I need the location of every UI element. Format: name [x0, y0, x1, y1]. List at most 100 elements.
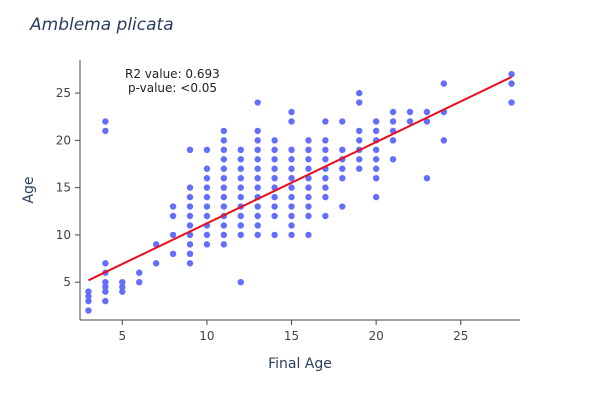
x-tick-label: 10: [199, 329, 214, 343]
data-point: [102, 127, 109, 135]
data-point: [305, 165, 312, 172]
data-point: [186, 193, 194, 201]
p-value-annotation: p-value: <0.05: [128, 81, 217, 95]
data-point: [254, 137, 261, 144]
data-point: [406, 118, 414, 125]
data-point: [254, 184, 261, 191]
data-point: [305, 184, 312, 191]
data-point: [356, 89, 363, 97]
data-point: [203, 174, 211, 182]
data-point: [271, 193, 278, 201]
data-point: [237, 231, 244, 239]
data-point: [254, 174, 261, 182]
data-point: [356, 156, 363, 163]
data-point: [220, 193, 228, 201]
data-point: [203, 184, 211, 191]
x-tick-label: 20: [369, 329, 384, 343]
data-point: [102, 283, 109, 291]
data-point: [271, 165, 278, 172]
data-point: [119, 283, 126, 291]
y-tick-label: 20: [56, 133, 71, 147]
data-point: [271, 203, 278, 210]
data-point: [389, 156, 397, 163]
data-point: [389, 137, 397, 144]
data-point: [237, 156, 244, 163]
data-point: [305, 174, 312, 182]
data-point: [305, 137, 312, 144]
y-tick-label: 15: [56, 181, 71, 195]
data-point: [254, 146, 261, 154]
data-point: [220, 203, 228, 210]
data-point: [237, 278, 244, 286]
data-point: [237, 165, 244, 172]
data-point: [186, 212, 194, 220]
data-point: [220, 231, 228, 239]
data-point: [220, 184, 228, 191]
r2-annotation: R2 value: 0.693: [125, 67, 220, 81]
data-point: [322, 193, 329, 201]
data-point: [119, 288, 126, 295]
data-point: [271, 146, 278, 154]
data-point: [186, 222, 194, 229]
data-point: [102, 288, 109, 295]
data-point: [305, 231, 312, 239]
data-point: [271, 156, 278, 163]
data-point: [288, 231, 295, 239]
data-point: [220, 156, 228, 163]
data-point: [186, 241, 194, 248]
data-point: [339, 146, 346, 154]
data-point: [85, 293, 92, 300]
data-point: [423, 118, 431, 125]
data-point: [372, 146, 380, 154]
data-point: [220, 241, 228, 248]
data-point: [254, 127, 261, 135]
data-point: [322, 156, 329, 163]
data-point: [339, 165, 346, 172]
data-point: [271, 137, 278, 144]
data-point: [288, 222, 295, 229]
trendline-group: [88, 76, 512, 282]
data-point: [288, 184, 295, 191]
data-point: [220, 137, 228, 144]
data-point: [339, 118, 346, 125]
y-tick-label: 10: [56, 228, 71, 242]
data-point: [305, 212, 312, 220]
data-point: [169, 231, 177, 239]
data-point: [254, 99, 261, 106]
data-point: [220, 174, 228, 182]
data-points: [85, 70, 515, 314]
y-tick-label: 5: [63, 275, 71, 289]
data-point: [305, 193, 312, 201]
data-point: [288, 203, 295, 210]
data-point: [508, 99, 515, 106]
data-point: [203, 146, 211, 154]
data-point: [254, 222, 261, 229]
data-point: [254, 231, 261, 239]
data-point: [372, 174, 380, 182]
data-point: [237, 146, 244, 154]
data-point: [288, 193, 295, 201]
axes: 5 10 15 20 25 5 10 15 20 25: [56, 60, 520, 343]
data-point: [440, 137, 448, 144]
data-point: [288, 146, 295, 154]
data-point: [288, 165, 295, 172]
data-point: [322, 174, 329, 182]
data-point: [102, 278, 109, 286]
data-point: [322, 146, 329, 154]
data-point: [169, 212, 177, 220]
data-point: [322, 212, 329, 220]
data-point: [186, 146, 194, 154]
data-point: [305, 156, 312, 163]
data-point: [372, 193, 380, 201]
data-point: [169, 203, 177, 210]
data-point: [271, 174, 278, 182]
data-point: [169, 250, 177, 258]
data-point: [203, 231, 211, 239]
data-point: [271, 231, 278, 239]
x-tick-label: 5: [118, 329, 126, 343]
data-point: [406, 108, 414, 116]
data-point: [271, 212, 278, 220]
data-point: [356, 137, 363, 144]
data-point: [305, 203, 312, 210]
